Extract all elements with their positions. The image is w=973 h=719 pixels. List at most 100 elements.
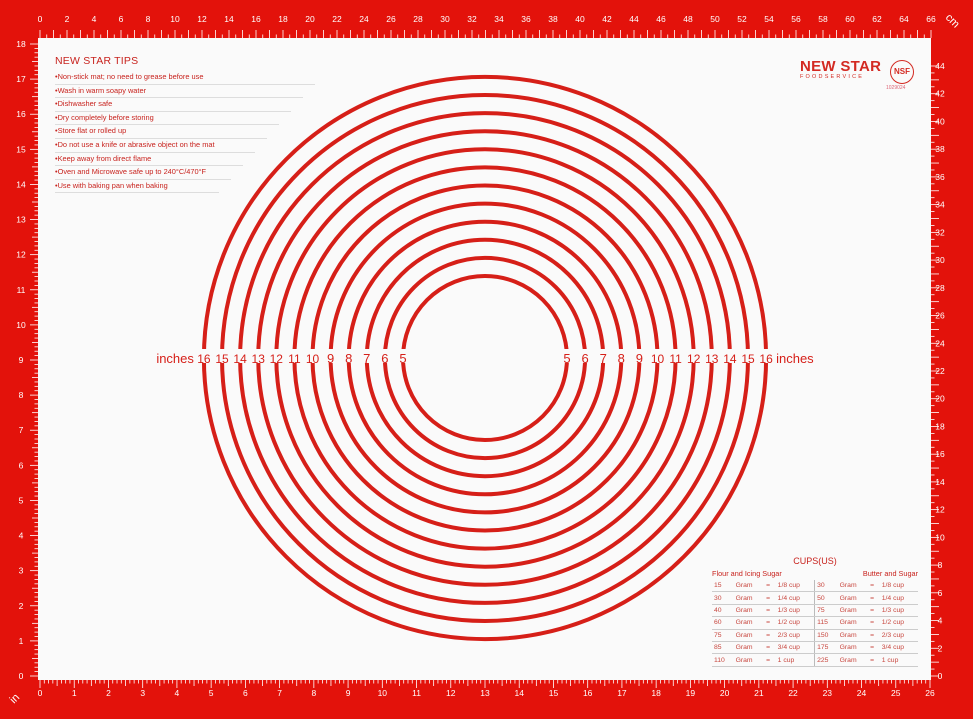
cups-cell: Gram [837, 641, 869, 655]
ruler-label: 6 [938, 588, 943, 598]
cups-cell: Gram [837, 604, 869, 618]
ruler-label: 20 [305, 14, 315, 24]
ruler-label: 42 [935, 89, 945, 99]
ruler-label: 34 [935, 200, 945, 210]
ruler-label: 56 [791, 14, 801, 24]
logo-sub: FOODSERVICE [800, 74, 865, 80]
ruler-label: 48 [683, 14, 693, 24]
cups-cell: = [764, 641, 776, 655]
ruler-label: 1 [72, 688, 77, 698]
ruler-label: 4 [92, 14, 97, 24]
cups-cell: Gram [733, 616, 765, 630]
cups-row: 30 Gram = 1/4 cup 50 Gram = 1/4 cup [712, 591, 918, 605]
ruler-label: 44 [935, 61, 945, 71]
rulers: 0 2 4 6 8 10 12 14 16 18 20 22 24 26 28 30 32 34 36 38 40 42 4… [8, 12, 962, 706]
ruler-label: 28 [413, 14, 423, 24]
cups-cell: 1/8 cup [775, 580, 816, 593]
ruler-label: 22 [788, 688, 798, 698]
ruler-label: 13 [16, 215, 26, 225]
ruler-label: 20 [720, 688, 730, 698]
ruler-label: 19 [686, 688, 696, 698]
ruler-label: 5 [209, 688, 214, 698]
cups-cell: 40 [712, 604, 734, 618]
brand-logo: NEW STAR FOODSERVICE [800, 58, 881, 80]
tip-item: •Keep away from direct flame [55, 153, 243, 167]
ruler-label: 26 [386, 14, 396, 24]
label-gap [197, 349, 210, 363]
label-gap [270, 349, 283, 363]
cups-cell: 1 cup [775, 653, 816, 667]
ruler-label: 10 [16, 320, 26, 330]
cups-cell: 75 [814, 604, 838, 618]
ruler-label: 44 [629, 14, 639, 24]
circle-size-label: 10 [651, 352, 665, 366]
cups-cell: 175 [814, 641, 838, 655]
cups-cell: 15 [712, 580, 734, 593]
ruler-label: 66 [926, 14, 936, 24]
label-gap [669, 349, 682, 363]
label-gap [687, 349, 700, 363]
ruler-label: 17 [617, 688, 627, 698]
cups-cell: = [868, 629, 880, 642]
ruler-label: 4 [938, 616, 943, 626]
label-gap [324, 349, 337, 363]
ruler-label: 7 [19, 425, 24, 435]
nsf-number: 1029024 [886, 85, 906, 91]
tip-item: •Dry completely before storing [55, 112, 279, 126]
ruler-label: 38 [548, 14, 558, 24]
cups-cell: = [764, 604, 776, 618]
label-gap [597, 349, 610, 363]
ruler-label: 4 [19, 531, 24, 541]
ruler-label: 9 [19, 355, 24, 365]
cups-cell: 60 [712, 616, 734, 630]
ruler-label: 24 [935, 338, 945, 348]
ruler-label: 22 [935, 366, 945, 376]
cups-cell: 30 [712, 591, 734, 605]
ruler-label: 3 [19, 566, 24, 576]
label-gap [378, 349, 391, 363]
label-gap [216, 349, 228, 363]
ruler-label: 32 [935, 227, 945, 237]
cups-cell: 2/3 cup [879, 629, 918, 642]
ruler-label: 64 [899, 14, 909, 24]
ruler-label: 62 [872, 14, 882, 24]
ruler-label: 18 [651, 688, 661, 698]
cups-title: CUPS(US) [793, 556, 837, 566]
cups-cell: Gram [837, 653, 869, 667]
circle-size-label: 9 [636, 351, 643, 366]
cups-cell: = [764, 653, 776, 667]
ruler-label: 1 [19, 636, 24, 646]
ruler-label: 17 [16, 74, 26, 84]
cups-cell: Gram [733, 604, 765, 618]
inches-label-left: inches [156, 351, 194, 366]
ruler-label: 42 [602, 14, 612, 24]
cups-cell: = [764, 616, 776, 630]
cups-cell: Gram [837, 580, 869, 593]
ruler-label: 36 [935, 172, 945, 182]
tip-item: •Store flat or rolled up [55, 125, 267, 139]
ruler-label: 46 [656, 14, 666, 24]
ruler-label: 30 [440, 14, 450, 24]
cups-cell: = [764, 591, 776, 605]
cups-cell: Gram [837, 616, 869, 630]
circle-size-label: 5 [563, 351, 570, 366]
ruler-label: 54 [764, 14, 774, 24]
label-gap [633, 349, 646, 363]
cups-cell: Gram [733, 653, 765, 667]
ruler-label: 15 [549, 688, 559, 698]
circle-size-label: 6 [581, 351, 588, 366]
ruler-label: 38 [935, 144, 945, 154]
label-gap [360, 349, 373, 363]
ruler-label: 32 [467, 14, 477, 24]
ruler-label: 10 [378, 688, 388, 698]
ruler-label: 26 [925, 688, 935, 698]
ruler-label: 12 [197, 14, 207, 24]
label-gap [615, 349, 628, 363]
circle-size-label: 11 [669, 352, 682, 366]
ruler-label: 6 [119, 14, 124, 24]
cups-cell: = [868, 591, 880, 605]
label-gap [579, 349, 592, 363]
ruler-label: 58 [818, 14, 828, 24]
ruler-label: 16 [251, 14, 261, 24]
